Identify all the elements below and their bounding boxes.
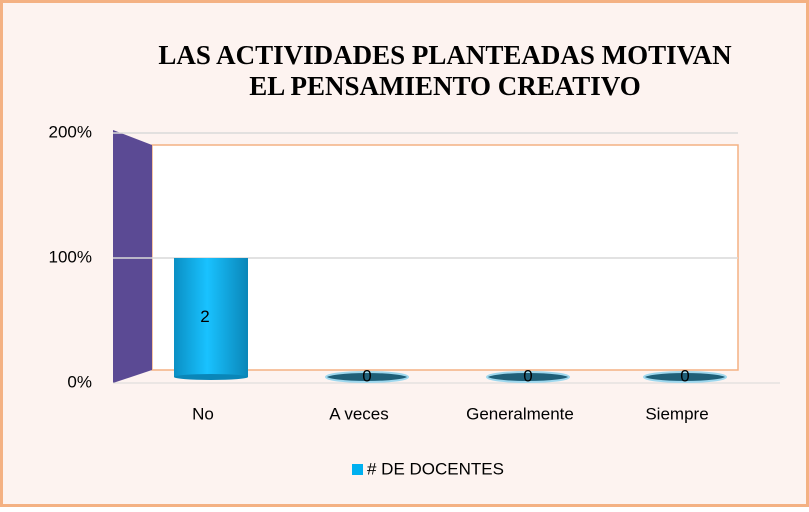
data-label: 0 xyxy=(523,366,532,385)
data-label: 2 xyxy=(200,307,209,326)
data-label: 0 xyxy=(362,366,371,385)
y-tick-label: 100% xyxy=(49,247,92,266)
x-tick-label: A veces xyxy=(329,404,389,423)
bar-base xyxy=(174,374,248,380)
bar xyxy=(643,371,727,383)
y-tick-label: 0% xyxy=(67,372,92,391)
bar xyxy=(325,371,409,383)
x-tick-label: Siempre xyxy=(645,404,708,423)
bar xyxy=(486,371,570,383)
chart-title: EL PENSAMIENTO CREATIVO xyxy=(249,71,641,101)
legend-swatch xyxy=(352,464,363,475)
legend-label: # DE DOCENTES xyxy=(367,459,504,478)
data-label: 0 xyxy=(680,366,689,385)
side-wall xyxy=(113,130,152,383)
x-tick-label: Generalmente xyxy=(466,404,574,423)
y-tick-label: 200% xyxy=(49,122,92,141)
bar xyxy=(174,258,248,377)
chart-title: LAS ACTIVIDADES PLANTEADAS MOTIVAN xyxy=(158,40,732,70)
x-tick-label: No xyxy=(192,404,214,423)
